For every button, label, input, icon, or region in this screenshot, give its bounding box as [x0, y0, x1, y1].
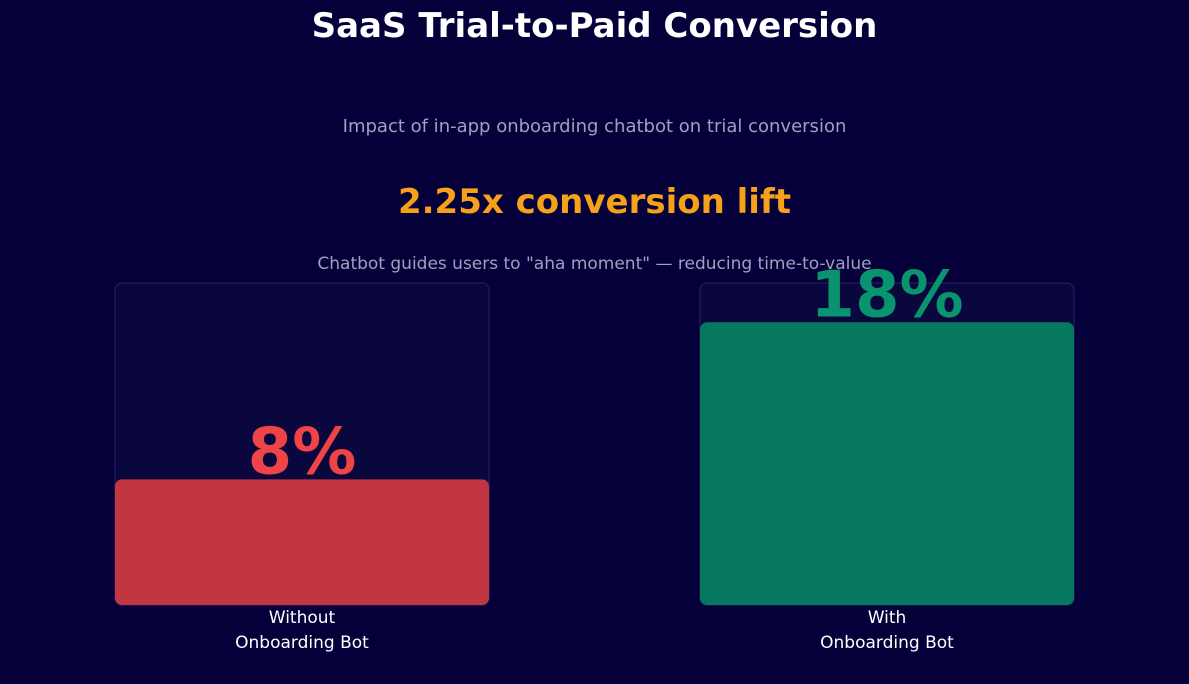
- value-label-1: 18%: [810, 258, 963, 332]
- chart-title: SaaS Trial-to-Paid Conversion: [311, 6, 878, 46]
- chart-annotation: Chatbot guides users to "aha moment" — r…: [317, 254, 872, 274]
- conversion-lift-headline: 2.25x conversion lift: [397, 182, 791, 222]
- bar-1: [700, 322, 1074, 605]
- bar-0: [115, 479, 489, 605]
- category-label-0-1: Onboarding Bot: [235, 633, 369, 653]
- category-label-1-1: Onboarding Bot: [820, 633, 954, 653]
- category-label-0-0: Without: [269, 608, 336, 628]
- bars-layer: 8% Without Onboarding Bot 18% With Onboarding…: [114, 258, 1075, 653]
- category-label-1-0: With: [868, 608, 907, 628]
- chart-subtitle: Impact of in-app onboarding chatbot on t…: [342, 116, 847, 137]
- value-label-0: 8%: [248, 415, 357, 489]
